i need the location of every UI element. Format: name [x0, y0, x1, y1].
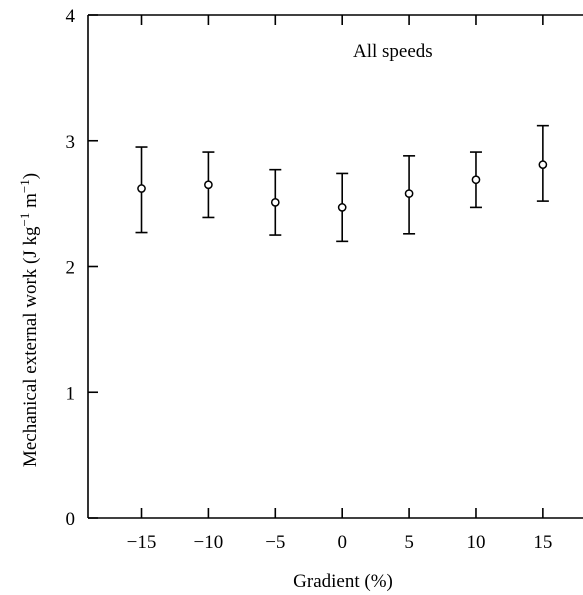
- x-tick-label: 15: [533, 532, 552, 553]
- data-point: [404, 189, 414, 198]
- data-point: [538, 160, 548, 169]
- data-point: [204, 180, 213, 190]
- plot-frame: [87, 14, 583, 519]
- y-axis-title-mid: m: [20, 193, 41, 213]
- y-tick-label: 3: [66, 132, 76, 153]
- data-points: [135, 124, 549, 243]
- y-axis-title-end: ): [20, 173, 41, 179]
- y-axis-title-sup2: −1: [17, 179, 32, 193]
- y-tick-label: 4: [66, 6, 76, 27]
- y-tick-label: 0: [66, 509, 76, 530]
- x-axis-title: Gradient (%): [293, 571, 393, 592]
- data-point: [471, 175, 481, 185]
- annotation-label: All speeds: [353, 41, 433, 62]
- data-point: [270, 198, 280, 207]
- y-axis-ticks: 0 1 2 3 4: [66, 6, 98, 530]
- y-axis-title-main: Mechanical external work (J kg: [20, 226, 41, 467]
- x-tick-label: −10: [194, 532, 224, 553]
- x-tick-label: −15: [127, 532, 157, 553]
- x-tick-label: 5: [404, 532, 414, 553]
- data-point: [137, 184, 146, 193]
- y-axis-title-sup1: −1: [17, 213, 32, 227]
- y-tick-label: 1: [66, 383, 76, 404]
- data-point: [337, 203, 347, 212]
- x-axis-ticks: −15 −10 −5 0 5 10 15: [127, 15, 552, 553]
- x-tick-label: 0: [337, 532, 347, 553]
- y-tick-label: 2: [66, 258, 76, 279]
- x-tick-label: −5: [265, 532, 285, 553]
- x-tick-label: 10: [466, 532, 485, 553]
- y-axis-title: Mechanical external work (J kg−1 m−1): [17, 173, 42, 467]
